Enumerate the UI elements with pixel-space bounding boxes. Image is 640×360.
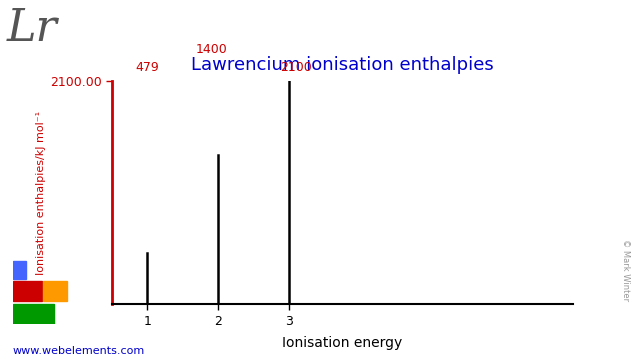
Title: Lawrencium ionisation enthalpies: Lawrencium ionisation enthalpies bbox=[191, 56, 494, 74]
Bar bbox=[13, 281, 42, 301]
X-axis label: Ionisation energy: Ionisation energy bbox=[282, 336, 403, 350]
Bar bbox=[13, 304, 54, 324]
Text: © Mark Winter: © Mark Winter bbox=[621, 239, 630, 301]
Text: 2100: 2100 bbox=[280, 61, 312, 74]
Bar bbox=[13, 261, 26, 279]
Text: 1400: 1400 bbox=[196, 43, 228, 56]
Bar bbox=[43, 281, 67, 301]
Text: www.webelements.com: www.webelements.com bbox=[13, 346, 145, 356]
Y-axis label: Ionisation enthalpies/kJ mol⁻¹: Ionisation enthalpies/kJ mol⁻¹ bbox=[36, 111, 45, 275]
Text: 479: 479 bbox=[136, 61, 159, 74]
Text: Lr: Lr bbox=[6, 7, 57, 50]
